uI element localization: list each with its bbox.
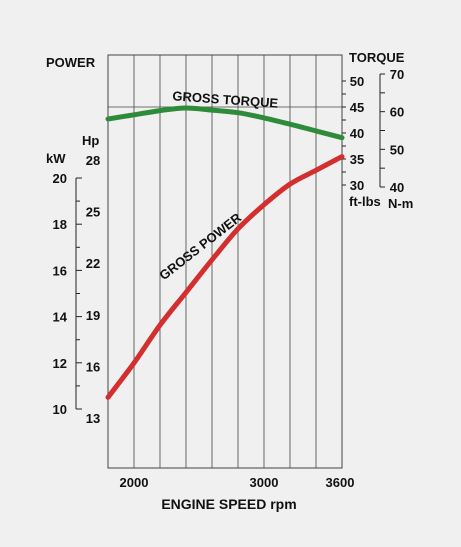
x-axis-title: ENGINE SPEED rpm	[161, 496, 296, 512]
axes	[75, 73, 385, 410]
kw-tick-label: 20	[53, 171, 67, 186]
power-axis-title: POWER	[46, 55, 96, 70]
kw-tick-label: 10	[53, 402, 67, 417]
kw-tick-label: 14	[53, 310, 68, 325]
hp-tick-label: 19	[86, 308, 100, 323]
hp-tick-label: 16	[86, 359, 100, 374]
gross-torque-label: GROSS TORQUE	[172, 88, 279, 110]
ftlbs-tick-label: 40	[350, 126, 364, 141]
x-tick-label: 3600	[326, 475, 355, 490]
nm-tick-label: 40	[390, 180, 404, 195]
kw-tick-label: 12	[53, 356, 67, 371]
kw-tick-label: 16	[53, 263, 67, 278]
hp-tick-label: 25	[86, 205, 100, 220]
ftlbs-tick-label: 50	[350, 74, 364, 89]
x-tick-label: 2000	[120, 475, 149, 490]
x-tick-label: 3000	[250, 475, 279, 490]
nm-tick-label: 70	[390, 67, 404, 82]
plot-area	[107, 54, 343, 469]
hp-tick-label: 13	[86, 411, 100, 426]
hp-tick-label: 28	[86, 153, 100, 168]
ftlbs-tick-label: 45	[350, 100, 364, 115]
ftlbs-tick-label: 30	[350, 178, 364, 193]
curves	[105, 105, 345, 400]
nm-tick-label: 50	[390, 142, 404, 157]
torque-axis-title: TORQUE	[349, 50, 405, 65]
nm-unit-label: N-m	[388, 196, 413, 211]
hp-unit-label: Hp	[82, 133, 99, 148]
ftlbs-unit-label: ft-lbs	[349, 194, 381, 209]
kw-unit-label: kW	[46, 151, 66, 166]
hp-tick-label: 22	[86, 256, 100, 271]
gross-torque-line	[105, 105, 345, 141]
ftlbs-tick-label: 35	[350, 152, 364, 167]
grid	[107, 54, 343, 469]
kw-tick-label: 18	[53, 217, 67, 232]
gross-power-line	[105, 154, 345, 400]
nm-tick-label: 60	[390, 105, 404, 120]
